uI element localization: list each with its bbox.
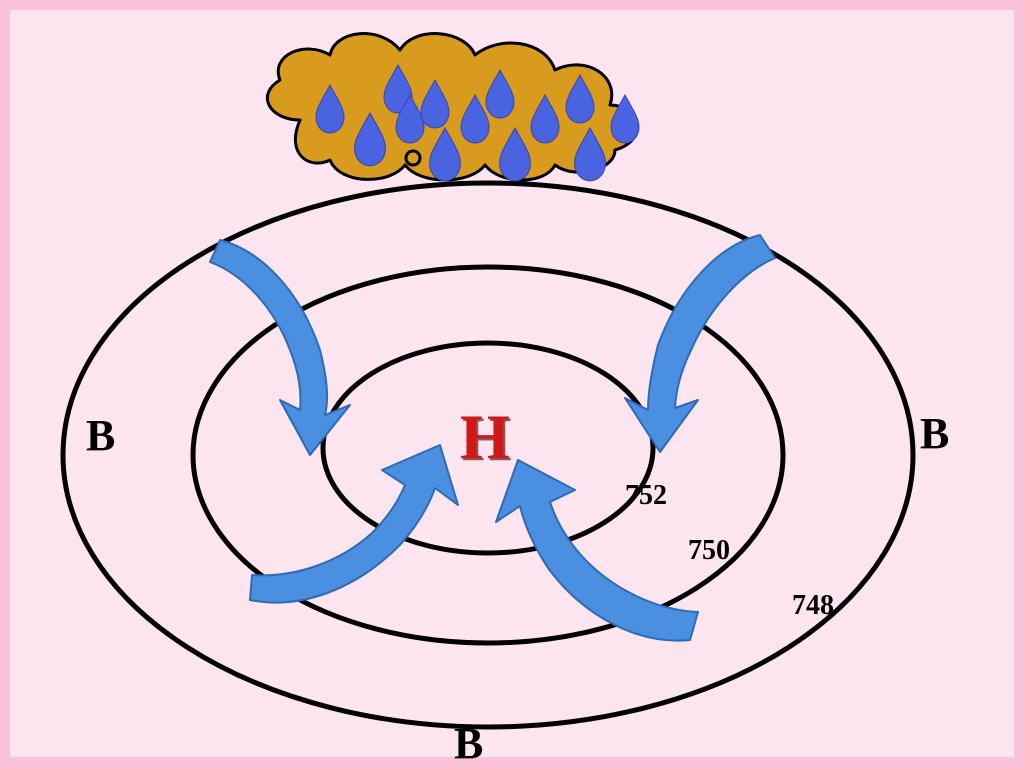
label-B-bottom: В [454, 718, 483, 767]
isobar-label-750: 750 [688, 535, 730, 567]
label-B-left: В [86, 410, 115, 461]
label-B-right: В [920, 408, 949, 459]
isobar-label-752: 752 [625, 480, 667, 512]
center-low-pressure-label: Н [460, 400, 510, 474]
isobar-label-748: 748 [792, 590, 834, 622]
diagram-canvas: Н В В В 752 750 748 [0, 0, 1024, 767]
inner-frame [10, 10, 1014, 757]
